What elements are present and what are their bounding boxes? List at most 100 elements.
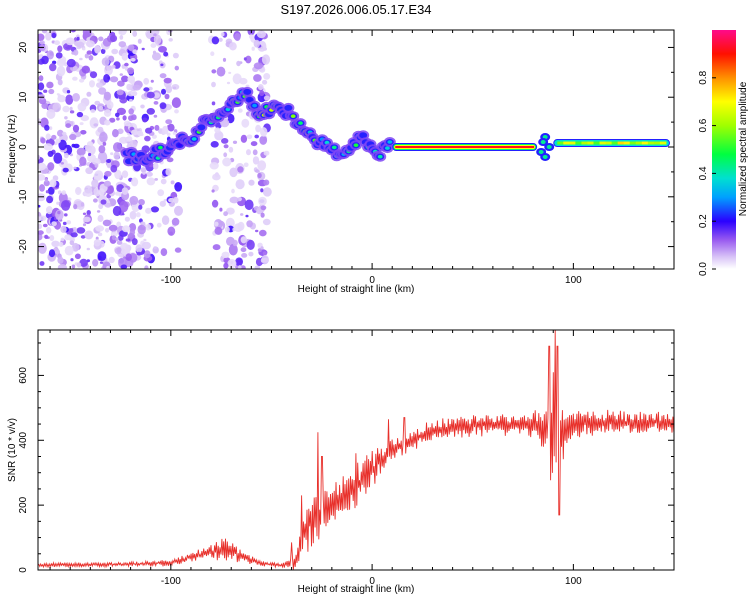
noise-blob bbox=[75, 186, 82, 196]
noise-blob bbox=[260, 246, 264, 250]
noise-blob bbox=[47, 186, 55, 195]
noise-blob bbox=[260, 212, 265, 218]
noise-blob bbox=[240, 265, 246, 269]
noise-blob bbox=[240, 134, 248, 143]
noise-blob bbox=[239, 77, 248, 85]
noise-blob bbox=[58, 139, 67, 151]
noise-blob bbox=[89, 117, 99, 129]
noise-blob bbox=[235, 257, 244, 267]
noise-blob bbox=[39, 261, 45, 266]
ridge-mid bbox=[359, 132, 368, 139]
noise-blob bbox=[116, 247, 122, 253]
noise-blob bbox=[82, 47, 86, 51]
noise-blob bbox=[106, 162, 112, 169]
spectrogram-ylabel: Frequency (Hz) bbox=[7, 115, 18, 184]
noise-blob bbox=[240, 247, 247, 253]
noise-blob bbox=[166, 132, 171, 136]
noise-blob bbox=[123, 120, 131, 127]
ridge-core bbox=[191, 137, 197, 141]
noise-blob bbox=[249, 34, 254, 40]
noise-blob bbox=[98, 188, 105, 196]
band-disturbance-core bbox=[542, 154, 548, 159]
noise-blob bbox=[159, 102, 167, 110]
noise-blob bbox=[61, 190, 67, 195]
noise-blob bbox=[81, 65, 91, 74]
right-band-core bbox=[581, 141, 588, 145]
noise-blob bbox=[219, 207, 223, 212]
noise-blob bbox=[106, 159, 112, 163]
noise-blob bbox=[105, 228, 110, 233]
noise-blob bbox=[73, 49, 79, 56]
ridge-core bbox=[290, 114, 296, 118]
noise-blob bbox=[89, 80, 95, 88]
noise-blob bbox=[115, 191, 121, 196]
noise-blob bbox=[211, 69, 217, 74]
noise-blob bbox=[129, 126, 135, 131]
noise-blob bbox=[49, 63, 57, 72]
band-disturbance-core bbox=[538, 149, 544, 154]
spectrogram-ridge bbox=[120, 86, 396, 167]
right-band-core bbox=[653, 141, 661, 145]
right-band-core bbox=[587, 141, 594, 145]
noise-blob bbox=[258, 196, 267, 206]
noise-blob bbox=[253, 74, 262, 82]
noise-blob bbox=[60, 162, 64, 165]
noise-blob bbox=[228, 146, 234, 153]
x-tick-label: -100 bbox=[161, 275, 181, 286]
noise-blob bbox=[128, 115, 134, 121]
noise-blob bbox=[113, 142, 122, 153]
noise-blob bbox=[237, 166, 244, 173]
noise-blob bbox=[98, 145, 106, 154]
noise-blob bbox=[150, 206, 159, 213]
noise-blob bbox=[225, 226, 230, 233]
noise-blob bbox=[211, 36, 220, 45]
noise-blob bbox=[226, 81, 231, 85]
x-tick-label: 0 bbox=[369, 275, 375, 286]
noise-blob bbox=[41, 30, 48, 34]
noise-blob bbox=[109, 34, 118, 43]
noise-blob bbox=[146, 91, 155, 99]
noise-blob bbox=[84, 230, 94, 240]
noise-blob bbox=[150, 79, 154, 83]
noise-blob bbox=[49, 235, 55, 241]
noise-blob bbox=[174, 109, 179, 114]
noise-blob bbox=[140, 221, 146, 226]
ridge-core bbox=[387, 140, 393, 144]
noise-blob bbox=[157, 189, 165, 197]
noise-blob bbox=[57, 94, 66, 103]
noise-blob bbox=[94, 163, 99, 168]
snr-axes: -100 0 100 0 200 400 600 bbox=[18, 330, 675, 587]
y-tick-label: 10 bbox=[18, 91, 29, 103]
noise-blob bbox=[98, 203, 104, 210]
noise-blob bbox=[65, 123, 72, 128]
noise-blob bbox=[143, 250, 151, 259]
noise-blob bbox=[118, 30, 127, 36]
noise-blob bbox=[91, 158, 101, 165]
noise-blob bbox=[138, 199, 145, 206]
ridge-mid bbox=[197, 124, 206, 131]
noise-blob bbox=[127, 137, 132, 142]
noise-blob bbox=[102, 141, 107, 146]
noise-blob bbox=[262, 187, 272, 197]
noise-blob bbox=[46, 206, 53, 215]
noise-blob bbox=[263, 95, 270, 101]
noise-blob bbox=[38, 122, 41, 125]
noise-blob bbox=[211, 199, 219, 208]
noise-blob bbox=[246, 239, 255, 250]
noise-blob bbox=[146, 108, 155, 115]
ridge-core bbox=[177, 143, 183, 147]
noise-blob bbox=[48, 126, 53, 131]
noise-blob bbox=[115, 237, 119, 242]
noise-blob bbox=[69, 240, 75, 246]
noise-blob bbox=[161, 88, 166, 95]
noise-blob bbox=[56, 59, 66, 67]
noise-blob bbox=[98, 36, 104, 42]
noise-blob bbox=[259, 135, 268, 145]
noise-blob bbox=[160, 178, 167, 185]
noise-blob bbox=[106, 265, 110, 269]
noise-blob bbox=[119, 200, 129, 213]
noise-blob bbox=[38, 230, 44, 235]
spectrogram-xlabel: Height of straight line (km) bbox=[298, 284, 415, 295]
noise-blob bbox=[128, 108, 134, 115]
